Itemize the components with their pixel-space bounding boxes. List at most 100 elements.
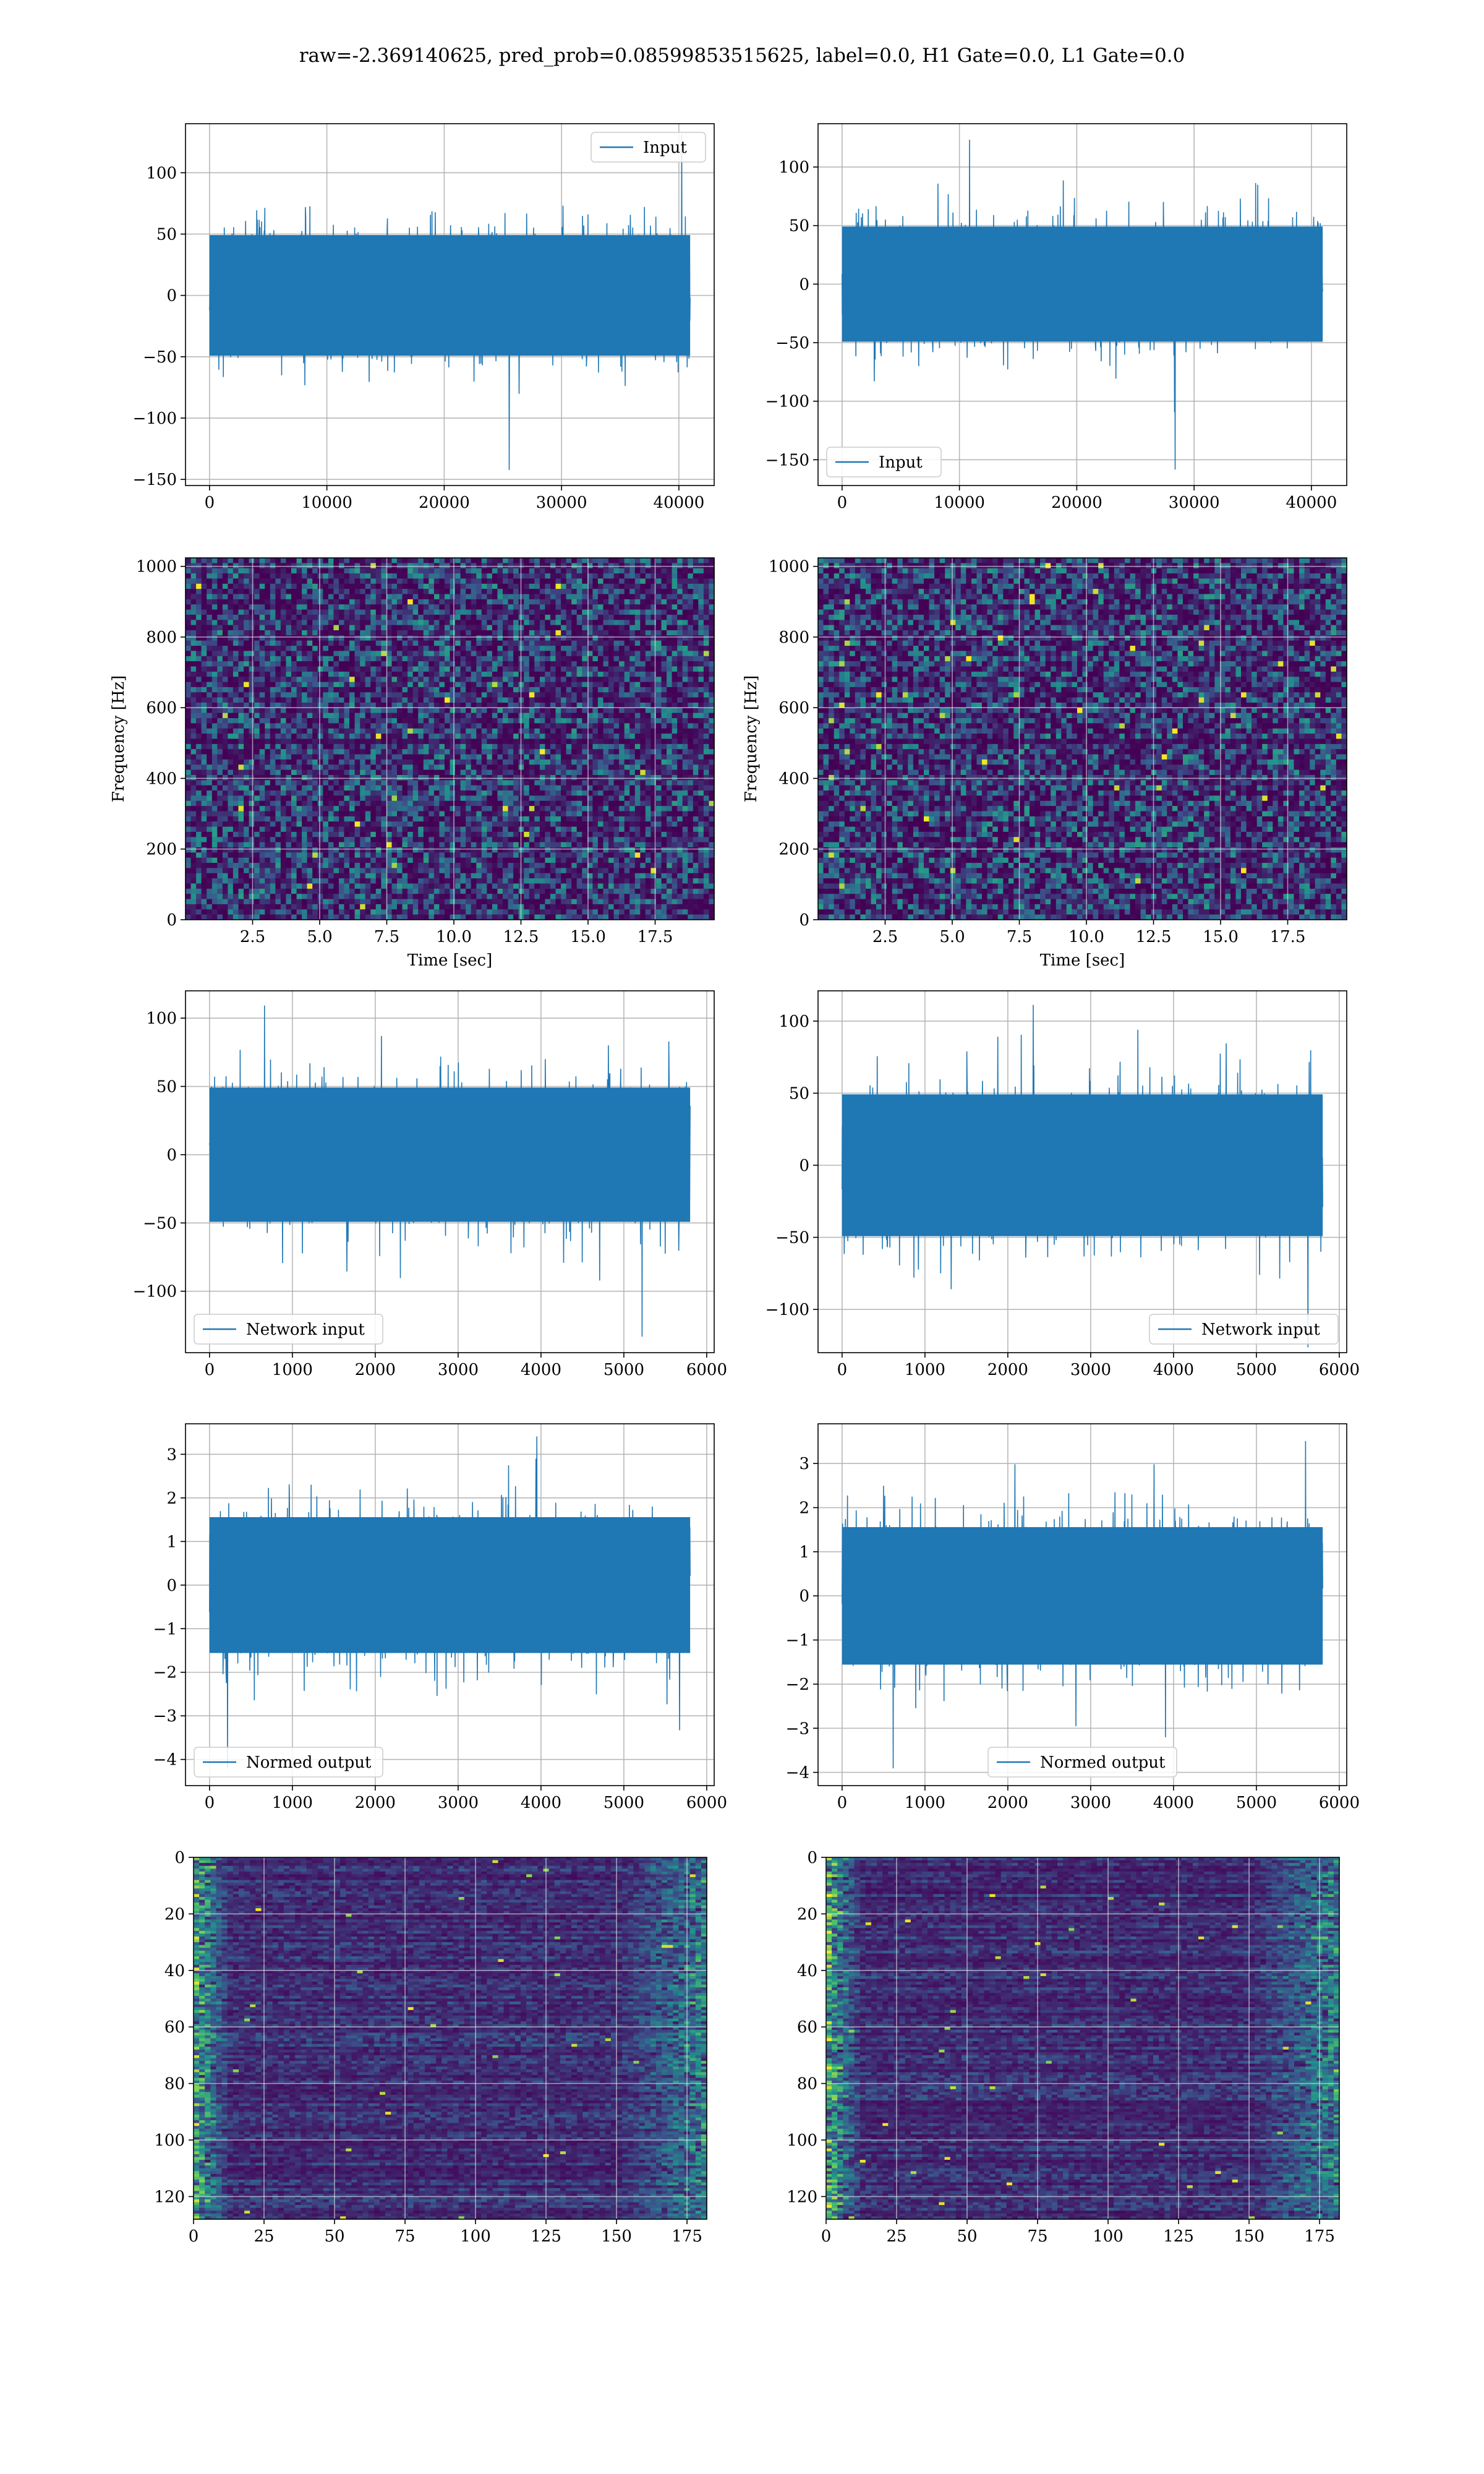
y-tick-label: 50 [789, 217, 809, 236]
x-tick-label: 17.5 [1270, 928, 1306, 946]
y-tick-label: 100 [146, 164, 177, 182]
y-tick-label: 20 [797, 1905, 817, 1924]
y-tick-label: 3 [166, 1445, 177, 1464]
series-core-band [842, 226, 1323, 341]
y-tick-label: −50 [775, 334, 809, 353]
y-tick-label: 50 [156, 225, 177, 244]
x-tick-label: 3000 [438, 1361, 479, 1379]
y-tick-label: 1000 [769, 558, 809, 576]
y-tick-label: −4 [153, 1751, 177, 1770]
x-tick-label: 12.5 [503, 928, 539, 946]
y-tick-label: 0 [799, 275, 809, 294]
y-tick-label: 600 [778, 699, 809, 717]
y-tick-label: −100 [765, 1301, 809, 1319]
y-tick-label: −4 [786, 1764, 809, 1783]
y-tick-label: 50 [156, 1078, 177, 1097]
x-tick-label: 10000 [301, 494, 352, 512]
x-tick-label: 17.5 [638, 928, 673, 946]
x-axis-label: Time [sec] [407, 951, 493, 970]
y-tick-label: 200 [146, 841, 177, 859]
y-tick-label: 1 [166, 1533, 177, 1551]
y-tick-label: −3 [153, 1707, 177, 1726]
y-tick-label: 50 [789, 1084, 809, 1103]
y-tick-label: −2 [786, 1676, 809, 1694]
y-tick-label: −1 [153, 1620, 177, 1638]
y-tick-label: 100 [787, 2131, 817, 2150]
y-tick-label: 2 [799, 1499, 809, 1518]
x-tick-label: 0 [205, 494, 215, 512]
x-tick-label: 0 [837, 1794, 848, 1812]
y-tick-label: −100 [133, 409, 177, 428]
y-tick-label: 0 [166, 287, 177, 306]
x-tick-label: 5000 [1236, 1361, 1277, 1379]
x-tick-label: 6000 [1319, 1361, 1360, 1379]
x-tick-label: 125 [531, 2227, 561, 2246]
x-tick-label: 15.0 [1203, 928, 1239, 946]
subplot-ts-l1: 0 10000 20000 30000 40000−150−100−50050100In… [765, 124, 1347, 512]
x-tick-label: 20000 [1051, 494, 1102, 512]
x-tick-label: 0 [821, 2227, 832, 2246]
subplot-norm-l1: 0 1000 2000 3000 4000 5000 6000−4−3−2−10123Nor… [786, 1424, 1360, 1812]
y-axis-label: Frequency [Hz] [742, 675, 761, 803]
y-tick-label: 100 [146, 1009, 177, 1028]
x-tick-label: 25 [254, 2227, 274, 2246]
series-core-band [842, 1527, 1323, 1664]
x-tick-label: 10.0 [436, 928, 472, 946]
y-tick-label: 80 [164, 2075, 185, 2094]
legend: Network input [194, 1314, 383, 1344]
legend: Normed output [194, 1747, 383, 1777]
y-tick-label: −50 [775, 1229, 809, 1248]
x-tick-label: 0 [837, 1361, 848, 1379]
x-tick-label: 20000 [419, 494, 470, 512]
x-tick-label: 40000 [654, 494, 705, 512]
y-tick-label: −2 [153, 1664, 177, 1682]
x-tick-label: 4000 [521, 1794, 561, 1812]
y-tick-label: 400 [146, 769, 177, 788]
subplot-ts-h1: 0 10000 20000 30000 40000−150−100−50050100In… [133, 124, 714, 512]
feature-map-cells [194, 1857, 707, 2220]
x-tick-label: 50 [324, 2227, 344, 2246]
x-tick-label: 2000 [987, 1361, 1028, 1379]
x-tick-label: 175 [672, 2227, 702, 2246]
x-tick-label: 12.5 [1136, 928, 1172, 946]
x-tick-label: 6000 [686, 1794, 727, 1812]
x-tick-label: 0 [205, 1794, 215, 1812]
x-tick-label: 1000 [905, 1794, 945, 1812]
x-tick-label: 0 [205, 1361, 215, 1379]
x-tick-label: 1000 [272, 1361, 313, 1379]
subplot-norm-h1: 0 1000 2000 3000 4000 5000 6000−4−3−2−10123Nor… [153, 1424, 727, 1812]
legend-label: Input [879, 453, 923, 472]
subplot-net-h1: 0 1000 2000 3000 4000 5000 6000−100−50050100Ne… [133, 991, 727, 1379]
x-tick-label: 4000 [1153, 1794, 1194, 1812]
x-tick-label: 0 [189, 2227, 199, 2246]
x-tick-label: 3000 [1070, 1361, 1111, 1379]
y-tick-label: −50 [143, 1214, 177, 1233]
x-tick-label: 75 [1027, 2227, 1047, 2246]
x-tick-label: 7.5 [374, 928, 399, 946]
x-tick-label: 3000 [1070, 1794, 1111, 1812]
y-tick-label: 400 [778, 769, 809, 788]
legend-label: Network input [1201, 1320, 1320, 1339]
y-tick-label: 120 [154, 2188, 185, 2206]
x-tick-label: 7.5 [1007, 928, 1032, 946]
y-tick-label: 2 [166, 1489, 177, 1508]
x-axis-label: Time [sec] [1040, 951, 1125, 970]
x-tick-label: 2000 [355, 1794, 396, 1812]
series-core-band [210, 1517, 690, 1653]
subplots: 0 10000 20000 30000 40000−150−100−50050100In… [109, 124, 1360, 2246]
y-tick-label: 100 [778, 1012, 809, 1031]
x-tick-label: 75 [394, 2227, 415, 2246]
x-tick-label: 10.0 [1068, 928, 1104, 946]
legend: Network input [1149, 1314, 1338, 1344]
y-tick-label: 60 [797, 2018, 817, 2037]
x-tick-label: 150 [601, 2227, 632, 2246]
y-tick-label: 100 [778, 158, 809, 177]
x-tick-label: 6000 [1319, 1794, 1360, 1812]
y-tick-label: −3 [786, 1719, 809, 1738]
y-tick-label: 800 [146, 628, 177, 647]
y-tick-label: 20 [164, 1905, 185, 1924]
y-tick-label: 0 [166, 1146, 177, 1165]
y-tick-label: −150 [765, 451, 809, 469]
